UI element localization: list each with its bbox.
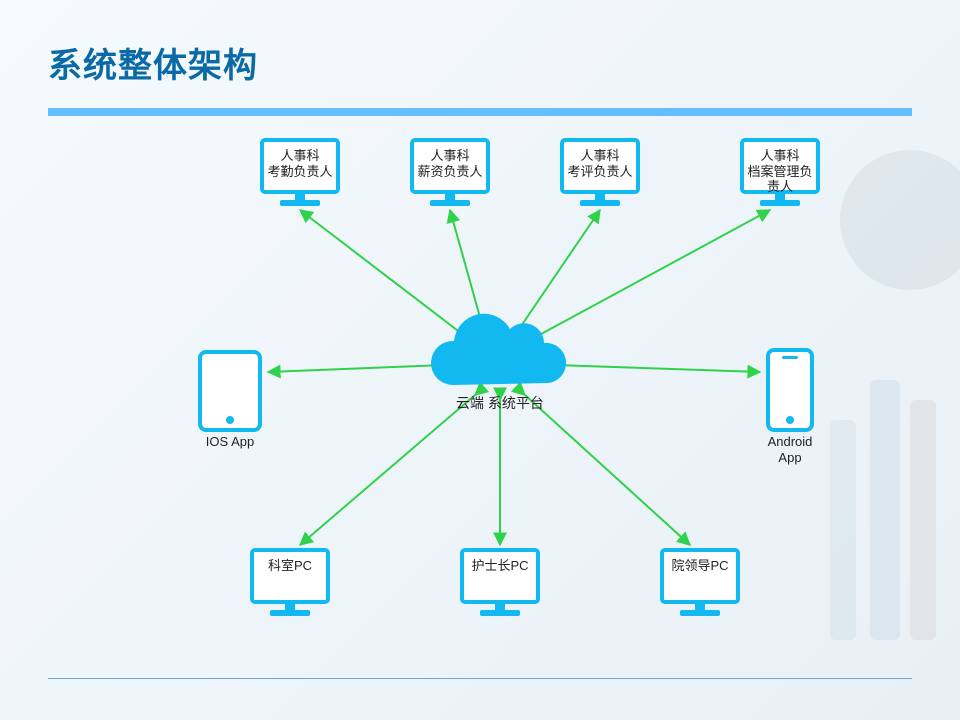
node-label-ios-app: IOS App bbox=[180, 434, 280, 450]
edge bbox=[530, 210, 770, 340]
node-label-hr-salary: 人事科 薪资负责人 bbox=[400, 148, 500, 179]
node-ios-app bbox=[200, 352, 260, 430]
node-label-hr-attendance: 人事科 考勤负责人 bbox=[250, 148, 350, 179]
architecture-diagram bbox=[0, 0, 960, 720]
bottom-divider bbox=[48, 678, 912, 679]
edge bbox=[300, 210, 470, 340]
node-label-nurse-pc: 护士长PC bbox=[450, 558, 550, 574]
node-label-android-app: Android App bbox=[740, 434, 840, 465]
edge bbox=[300, 395, 475, 545]
edge bbox=[268, 365, 445, 372]
nodes-layer bbox=[200, 140, 818, 616]
cloud-label: 云端 系统平台 bbox=[430, 393, 570, 413]
edge bbox=[525, 395, 690, 545]
edge bbox=[555, 365, 760, 372]
node-label-leader-pc: 院领导PC bbox=[650, 558, 750, 574]
node-android-app bbox=[768, 350, 812, 430]
edge bbox=[515, 210, 600, 335]
node-label-hr-archive: 人事科 档案管理负 责人 bbox=[730, 148, 830, 195]
node-label-hr-review: 人事科 考评负责人 bbox=[550, 148, 650, 179]
node-label-dept-pc: 科室PC bbox=[240, 558, 340, 574]
